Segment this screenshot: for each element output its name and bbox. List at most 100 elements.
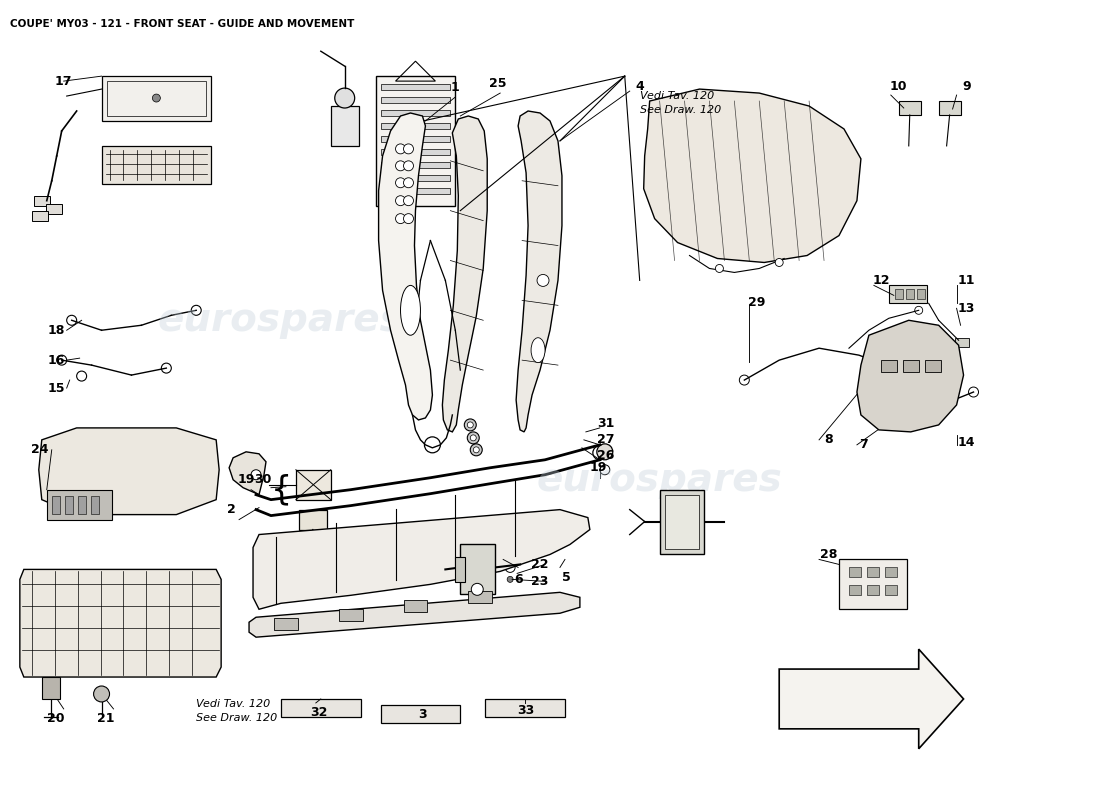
- Bar: [925, 360, 940, 372]
- Polygon shape: [378, 113, 432, 420]
- Text: 14: 14: [958, 436, 976, 450]
- Text: 2: 2: [227, 503, 235, 516]
- Circle shape: [464, 419, 476, 431]
- Polygon shape: [516, 111, 562, 432]
- Circle shape: [162, 363, 172, 373]
- Text: eurospares: eurospares: [537, 461, 782, 498]
- Text: 28: 28: [821, 548, 838, 561]
- Text: 24: 24: [31, 443, 48, 456]
- Text: 19: 19: [590, 462, 606, 474]
- Text: 11: 11: [958, 274, 976, 287]
- Circle shape: [94, 686, 110, 702]
- Circle shape: [468, 432, 480, 444]
- Circle shape: [396, 196, 406, 206]
- Bar: [101, 76, 211, 121]
- Text: 27: 27: [597, 434, 615, 446]
- Text: Vedi Tav. 120
See Draw. 120: Vedi Tav. 120 See Draw. 120: [640, 91, 720, 115]
- Text: 33: 33: [517, 705, 535, 718]
- Circle shape: [776, 258, 783, 266]
- Text: 22: 22: [531, 558, 549, 571]
- Bar: [32, 210, 47, 221]
- Circle shape: [471, 583, 483, 595]
- Bar: [460, 545, 495, 594]
- Circle shape: [739, 375, 749, 385]
- Circle shape: [915, 306, 923, 314]
- Circle shape: [77, 371, 87, 381]
- Bar: [849, 586, 861, 595]
- Bar: [381, 84, 450, 90]
- Bar: [381, 162, 450, 168]
- Text: 5: 5: [562, 571, 570, 584]
- Bar: [296, 470, 331, 500]
- Polygon shape: [229, 452, 266, 494]
- Text: 4: 4: [636, 79, 645, 93]
- Text: 20: 20: [47, 712, 65, 726]
- Text: 18: 18: [48, 324, 65, 337]
- Bar: [42, 677, 59, 699]
- Circle shape: [67, 315, 77, 326]
- Bar: [274, 618, 298, 630]
- Polygon shape: [857, 320, 964, 432]
- Circle shape: [505, 562, 515, 572]
- Bar: [52, 496, 59, 514]
- Bar: [485, 699, 565, 717]
- Circle shape: [968, 387, 979, 397]
- Text: 8: 8: [825, 434, 834, 446]
- Polygon shape: [39, 428, 219, 514]
- Bar: [894, 290, 903, 299]
- Bar: [938, 101, 960, 115]
- Bar: [884, 586, 896, 595]
- Text: 25: 25: [490, 77, 507, 90]
- Bar: [375, 76, 455, 206]
- Bar: [331, 106, 359, 146]
- Circle shape: [404, 214, 414, 224]
- Circle shape: [396, 214, 406, 224]
- Bar: [664, 494, 700, 550]
- Text: eurospares: eurospares: [158, 302, 404, 339]
- Circle shape: [57, 355, 67, 365]
- Text: Vedi Tav. 120
See Draw. 120: Vedi Tav. 120 See Draw. 120: [196, 699, 277, 723]
- Bar: [90, 496, 99, 514]
- Circle shape: [593, 446, 607, 460]
- Circle shape: [597, 444, 613, 460]
- Polygon shape: [779, 649, 964, 749]
- Text: 26: 26: [597, 450, 615, 462]
- Circle shape: [471, 444, 482, 456]
- Bar: [903, 360, 918, 372]
- Text: 21: 21: [97, 712, 114, 726]
- Ellipse shape: [531, 338, 544, 362]
- Text: 13: 13: [958, 302, 976, 315]
- Bar: [867, 567, 879, 578]
- Bar: [381, 110, 450, 116]
- Bar: [65, 496, 73, 514]
- Bar: [899, 101, 921, 115]
- Circle shape: [404, 178, 414, 188]
- Bar: [46, 204, 62, 214]
- Circle shape: [191, 306, 201, 315]
- Text: 17: 17: [55, 74, 73, 88]
- Circle shape: [471, 435, 476, 441]
- Polygon shape: [644, 89, 861, 262]
- Polygon shape: [249, 592, 580, 637]
- Text: 6: 6: [514, 573, 522, 586]
- Bar: [916, 290, 925, 299]
- Bar: [78, 496, 86, 514]
- Text: {: {: [271, 473, 292, 506]
- Text: 10: 10: [890, 79, 908, 93]
- Text: 30: 30: [254, 474, 272, 486]
- Circle shape: [396, 161, 406, 170]
- Polygon shape: [253, 510, 590, 610]
- Bar: [881, 360, 896, 372]
- Circle shape: [507, 576, 513, 582]
- Text: 23: 23: [531, 575, 549, 588]
- Polygon shape: [442, 116, 487, 432]
- Circle shape: [334, 88, 354, 108]
- Polygon shape: [20, 570, 221, 677]
- Text: 29: 29: [748, 296, 764, 309]
- Bar: [381, 174, 450, 181]
- Text: 19: 19: [238, 474, 255, 486]
- Circle shape: [153, 94, 161, 102]
- Circle shape: [404, 196, 414, 206]
- Text: 12: 12: [872, 274, 890, 287]
- Circle shape: [251, 470, 261, 480]
